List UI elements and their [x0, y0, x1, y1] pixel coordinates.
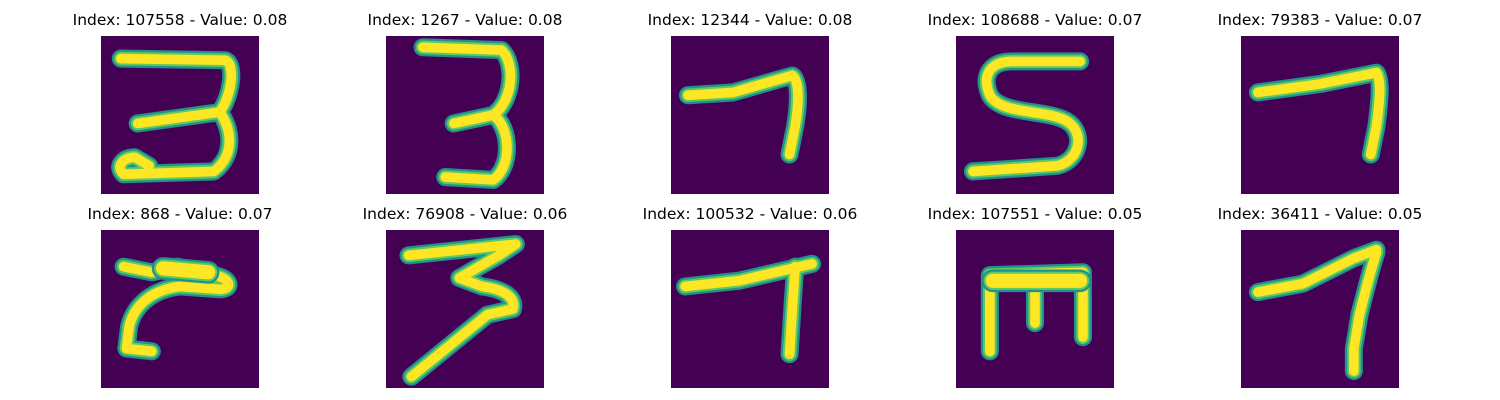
panel-title: Index: 76908 - Value: 0.06	[362, 205, 568, 223]
digit-panel: Index: 108688 - Value: 0.07	[905, 10, 1165, 200]
digit-panel: Index: 36411 - Value: 0.05	[1190, 204, 1450, 394]
digit-panel: Index: 76908 - Value: 0.06	[335, 204, 595, 394]
digit-image	[101, 230, 259, 388]
panel-title: Index: 1267 - Value: 0.08	[367, 11, 563, 29]
digit-image	[101, 36, 259, 194]
panel-title: Index: 868 - Value: 0.07	[87, 205, 273, 223]
digit-image	[386, 230, 544, 388]
digit-stroke	[968, 56, 1085, 177]
digit-image	[1241, 230, 1399, 388]
digit-panel: Index: 107558 - Value: 0.08	[50, 10, 310, 200]
digit-image	[671, 36, 829, 194]
digit-image	[956, 36, 1114, 194]
digit-panel: Index: 107551 - Value: 0.05	[905, 204, 1165, 394]
digit-stroke	[417, 42, 516, 185]
panel-title: Index: 12344 - Value: 0.08	[647, 11, 853, 29]
panel-title: Index: 107558 - Value: 0.08	[72, 11, 288, 29]
digit-image	[671, 230, 829, 388]
digit-panel: Index: 1267 - Value: 0.08	[335, 10, 595, 200]
digit-panel: Index: 868 - Value: 0.07	[50, 204, 310, 394]
digit-stroke	[1253, 67, 1385, 160]
panel-title: Index: 107551 - Value: 0.05	[927, 205, 1143, 223]
digit-stroke	[1253, 244, 1382, 376]
digit-panel: Index: 100532 - Value: 0.06	[620, 204, 880, 394]
digit-stroke	[156, 261, 216, 280]
digit-image	[386, 36, 544, 194]
digit-stroke	[680, 259, 817, 359]
digit-panel: Index: 79383 - Value: 0.07	[1190, 10, 1450, 200]
digit-stroke	[683, 70, 803, 160]
panel-title: Index: 108688 - Value: 0.07	[927, 11, 1143, 29]
digit-image	[956, 230, 1114, 388]
panel-title: Index: 36411 - Value: 0.05	[1217, 205, 1423, 223]
digit-panel: Index: 12344 - Value: 0.08	[620, 10, 880, 200]
digit-stroke	[403, 239, 521, 382]
digit-stroke	[115, 53, 236, 180]
digit-image	[1241, 36, 1399, 194]
panel-title: Index: 100532 - Value: 0.06	[642, 205, 858, 223]
panel-title: Index: 79383 - Value: 0.07	[1217, 11, 1423, 29]
